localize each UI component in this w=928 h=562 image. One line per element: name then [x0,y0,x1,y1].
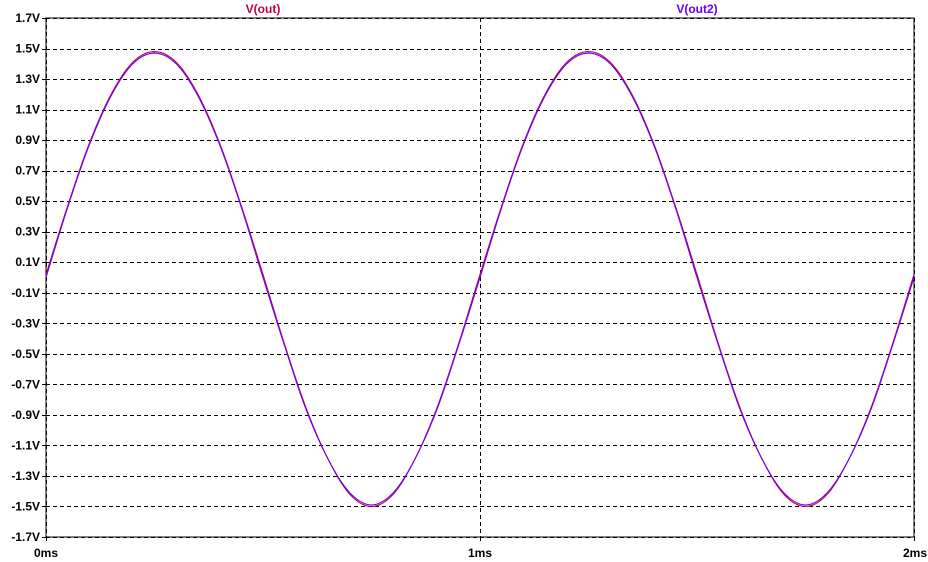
y-tick-label: 0.9V [15,133,40,147]
y-tick-label: 1.7V [15,11,40,25]
legend-label-2: V(out2) [676,2,717,16]
y-tick-label: 1.5V [15,42,40,56]
series-line-2 [45,52,915,506]
legend: V(out) V(out2) [246,2,718,16]
y-tick-label: -1.7V [11,530,40,544]
series-traces [45,51,915,508]
y-tick-label: 0.7V [15,164,40,178]
y-tick-label: 0.1V [15,255,40,269]
y-axis-tick-labels: 1.7V 1.5V 1.3V 1.1V 0.9V 0.7V 0.5V 0.3V 0.1V -0.1… [11,11,46,544]
y-tick-label: 1.1V [15,103,40,117]
y-tick-label: 1.3V [15,72,40,86]
y-tick-label: -0.1V [11,286,40,300]
y-tick-label: -1.3V [11,469,40,483]
x-axis-tick-labels: 0ms 1ms 2ms [34,537,927,560]
y-tick-label: -1.1V [11,438,40,452]
y-tick-label: 0.5V [15,194,40,208]
y-tick-label: -1.5V [11,499,40,513]
x-tick-label: 2ms [903,546,927,560]
y-tick-label: 0.3V [15,225,40,239]
legend-label-1: V(out) [246,2,281,16]
y-tick-label: -0.3V [11,316,40,330]
x-tick-label: 0ms [34,546,58,560]
y-tick-label: -0.5V [11,347,40,361]
y-tick-label: -0.9V [11,408,40,422]
y-tick-label: -0.7V [11,377,40,391]
x-tick-label: 1ms [468,546,492,560]
